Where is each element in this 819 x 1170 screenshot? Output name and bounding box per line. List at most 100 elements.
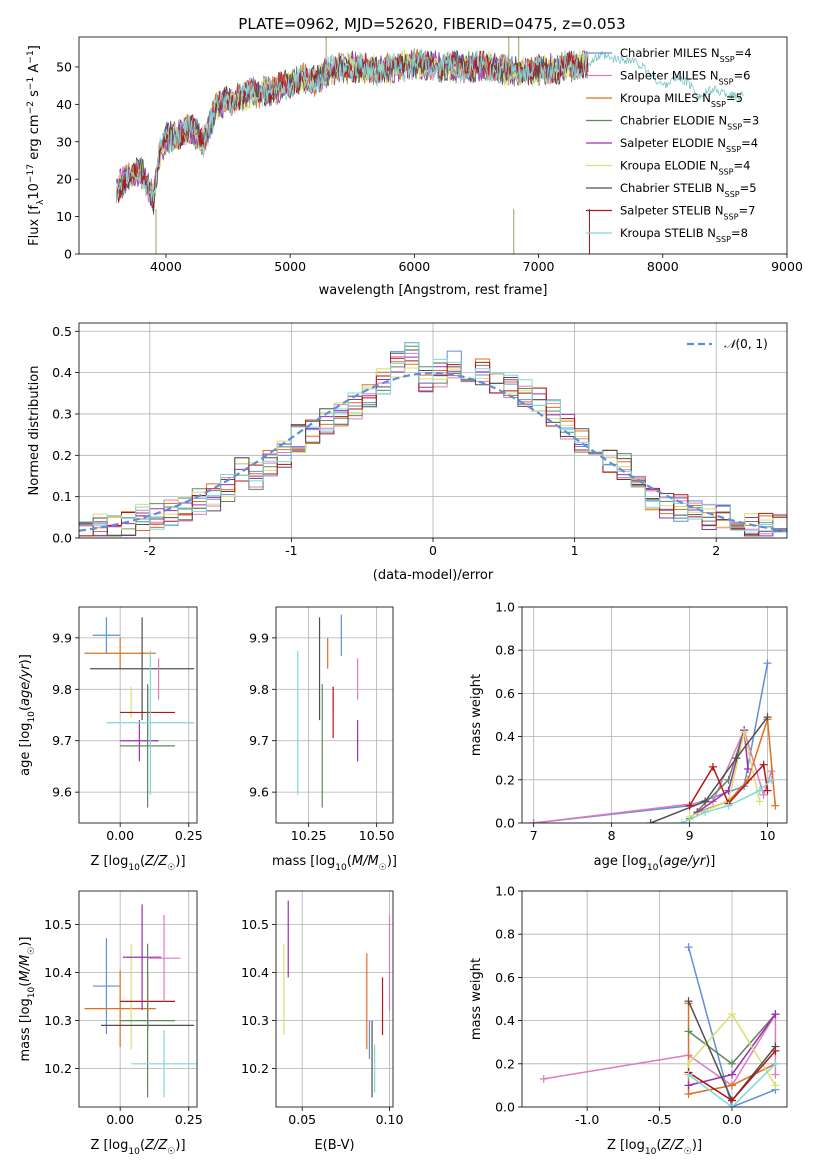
y-tick-label: 0.3: [52, 406, 72, 421]
weight-vs-age-panel: 7 8 9 10 0.0 0.2 0.4 0.6 0.8 1.0 mass weight age [l…: [469, 600, 788, 873]
y-axis-label: Flux [fλ10−17 erg cm−2 s−1 A−1]: [26, 45, 46, 246]
y-tick-label: 9.9: [249, 630, 269, 645]
x-tick-label: 0.25: [175, 828, 203, 843]
x-axis-label: Z [log10(Z/Z☉)]: [607, 1138, 702, 1157]
x-tick-label: -0.5: [647, 1112, 671, 1127]
weight-line-8: [688, 1063, 776, 1107]
mass-vs-z-panel: 0.00 0.25 10.2 10.3 10.4 10.5 Z [log10(Z/Z☉)] m…: [18, 890, 203, 1157]
x-tick-label: 9000: [771, 259, 803, 274]
weight-line-6: [650, 716, 769, 823]
y-tick-label: 9.6: [52, 785, 72, 800]
x-tick-label: 0: [429, 543, 437, 558]
axes-frame: [275, 606, 394, 824]
x-axis-label: E(B-V): [314, 1138, 354, 1153]
y-tick-label: 0.8: [495, 643, 515, 658]
x-tick-label: 0.05: [288, 1112, 316, 1127]
y-tick-label: 0.6: [495, 686, 515, 701]
plot-area: [84, 904, 197, 1098]
legend-entry: Chabrier ELODIE NSSP=3: [620, 114, 759, 132]
y-axis-label: Normed distribution: [27, 366, 42, 496]
x-tick-label: 2: [712, 543, 720, 558]
y-tick-label: 0: [64, 247, 72, 262]
x-axis-label: age [log10(age/yr)]: [594, 854, 716, 873]
plot-area: [283, 900, 391, 1098]
legend-entry: Kroupa STELIB NSSP=8: [620, 226, 748, 244]
y-tick-label: 0.1: [52, 489, 72, 504]
y-tick-label: 0.2: [52, 448, 72, 463]
x-tick-label: -2: [144, 543, 156, 558]
x-tick-label: 7000: [523, 259, 555, 274]
y-tick-label: 0.4: [52, 365, 72, 380]
x-tick-label: 10.25: [291, 828, 327, 843]
axes-frame: [78, 36, 788, 255]
x-tick-label: -1: [285, 543, 297, 558]
model-extension-line: [587, 50, 744, 101]
x-tick-label: -1.0: [575, 1112, 599, 1127]
plot-area: [84, 617, 195, 808]
legend-entry: Salpeter MILES NSSP=6: [620, 69, 750, 87]
x-tick-label: 1: [571, 543, 579, 558]
y-tick-label: 10.5: [44, 917, 72, 932]
legend-entry: Salpeter ELODIE NSSP=4: [620, 136, 758, 154]
y-tick-label: 0.0: [495, 816, 515, 831]
y-axis-label: mass weight: [469, 958, 484, 1040]
weight-line-5: [689, 732, 761, 818]
weight-line-1: [533, 727, 773, 823]
y-tick-label: 1.0: [495, 600, 515, 615]
y-axis-label: mass weight: [469, 674, 484, 756]
y-tick-label: 10.3: [44, 1013, 72, 1028]
panels: 4000 5000 6000 7000 8000 900001020304050wavel…: [18, 36, 803, 1157]
y-tick-label: 9.8: [249, 682, 269, 697]
histogram-8: [79, 342, 787, 533]
x-tick-label: 0.00: [106, 1112, 134, 1127]
y-tick-label: 10.3: [241, 1013, 269, 1028]
x-tick-label: 4000: [150, 259, 182, 274]
legend-entry: Chabrier MILES NSSP=4: [620, 46, 752, 64]
legend: Chabrier MILES NSSP=4 Salpeter MILES NSSP…: [586, 46, 759, 244]
x-axis-label: (data-model)/error: [373, 568, 494, 583]
legend-entry: 𝒩(0, 1): [724, 337, 768, 351]
residual-panel: -2 -1 0 1 2 0.0 0.1 0.2 0.3 0.4 0.5 (data-model)/er…: [27, 322, 788, 583]
y-axis-label: age [log10(age/yr)]: [18, 654, 37, 776]
plot-area: [539, 943, 780, 1107]
x-axis-label: wavelength [Angstrom, rest frame]: [319, 283, 548, 298]
mass-vs-ebv-panel: 0.05 0.10 10.2 10.3 10.4 10.5 E(B-V): [241, 890, 403, 1153]
axes-frame: [78, 606, 198, 824]
y-tick-label: 9.6: [249, 785, 269, 800]
y-tick-label: 0.4: [495, 1013, 515, 1028]
plot-area: [115, 37, 744, 254]
plot-area: [79, 341, 787, 537]
legend-entry: Kroupa ELODIE NSSP=4: [620, 159, 750, 177]
x-tick-label: 10: [760, 828, 776, 843]
y-tick-label: 0.2: [495, 772, 515, 787]
x-axis-label: mass [log10(M/M☉)]: [272, 854, 397, 873]
axes-frame: [521, 606, 788, 824]
x-tick-label: 9: [686, 828, 694, 843]
y-tick-label: 0.5: [52, 324, 72, 339]
y-tick-label: 20: [56, 172, 72, 187]
x-tick-label: 10.50: [359, 828, 395, 843]
x-axis-label: Z [log10(Z/Z☉)]: [90, 1138, 185, 1157]
y-tick-label: 10: [56, 209, 72, 224]
legend-entry: Chabrier STELIB NSSP=5: [620, 181, 757, 199]
y-tick-label: 0.0: [52, 531, 72, 546]
y-tick-label: 10.2: [44, 1061, 72, 1076]
x-tick-label: 0.00: [106, 828, 134, 843]
figure-title: PLATE=0962, MJD=52620, FIBERID=0475, z=0…: [238, 15, 625, 33]
age-vs-z-panel: 0.00 0.25 9.6 9.7 9.8 9.9 Z [log10(Z/Z☉)] age […: [18, 606, 203, 873]
plot-area: [297, 614, 359, 808]
x-tick-label: 5000: [274, 259, 306, 274]
y-tick-label: 10.4: [241, 965, 269, 980]
axes-frame: [78, 322, 788, 539]
x-tick-label: 7: [530, 828, 538, 843]
legend: 𝒩(0, 1): [687, 337, 768, 351]
weight-line-0: [687, 946, 776, 1107]
x-axis-label: Z [log10(Z/Z☉)]: [90, 854, 185, 873]
spectrum-series-8: [115, 48, 589, 202]
x-tick-label: 8: [608, 828, 616, 843]
spectrum-panel: 4000 5000 6000 7000 8000 9000 0 10 20 30 40 50 wavel…: [26, 36, 803, 298]
y-tick-label: 10.5: [241, 917, 269, 932]
y-tick-label: 30: [56, 134, 72, 149]
y-tick-label: 10.4: [44, 965, 72, 980]
x-tick-label: 0.0: [722, 1112, 742, 1127]
